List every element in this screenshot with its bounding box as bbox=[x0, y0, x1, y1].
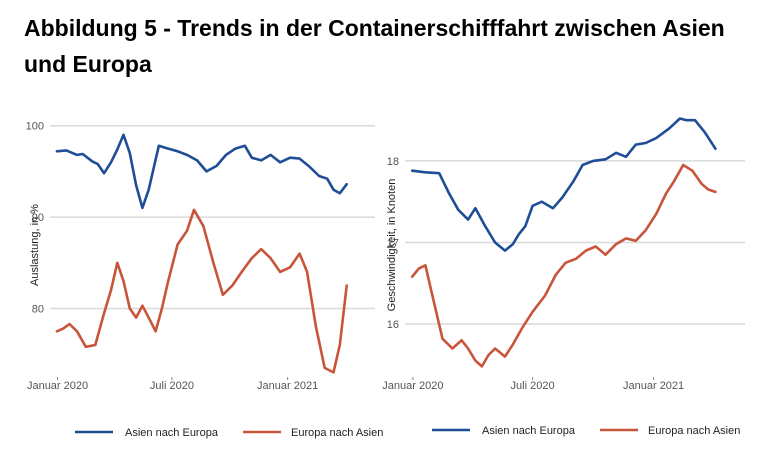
series-line-europa-nach-asien bbox=[55, 208, 348, 374]
series-line-europa-nach-asien bbox=[410, 163, 717, 368]
legend-label: Europa nach Asien bbox=[648, 425, 740, 437]
legend-label: Asien nach Europa bbox=[482, 425, 576, 437]
y-tick-label: 100 bbox=[26, 121, 44, 133]
legend-label: Europa nach Asien bbox=[291, 427, 383, 439]
x-tick-label: Juli 2020 bbox=[511, 380, 555, 392]
x-tick-label: Januar 2021 bbox=[257, 380, 318, 392]
x-tick-label: Januar 2021 bbox=[623, 380, 684, 392]
y-tick-label: 17 bbox=[387, 237, 399, 249]
legend-label: Asien nach Europa bbox=[125, 427, 219, 439]
x-tick-label: Januar 2020 bbox=[27, 380, 88, 392]
x-tick-label: Januar 2020 bbox=[382, 380, 443, 392]
y-axis-label: Auslastung, in % bbox=[29, 204, 41, 286]
y-tick-label: 18 bbox=[387, 156, 399, 168]
y-axis-label: Geschwindigkeit, in Knoten bbox=[386, 179, 398, 312]
y-tick-label: 80 bbox=[32, 303, 44, 315]
page-title: Abbildung 5 - Trends in der Containersch… bbox=[24, 15, 725, 77]
x-tick-label: Juli 2020 bbox=[150, 380, 194, 392]
series-line-asien-nach-europa bbox=[410, 117, 717, 252]
y-tick-label: 16 bbox=[387, 319, 399, 331]
chart-panel-auslastung: 80 90 100 Januar 2020 Juli 2020 Januar 2021 Au… bbox=[26, 121, 384, 439]
series-line-asien-nach-europa bbox=[55, 133, 348, 210]
chart-panel-geschwindigkeit: 16 17 18 Januar 2020 Juli 2020 Januar 2021 Ges… bbox=[382, 117, 745, 437]
y-tick-label: 90 bbox=[32, 212, 44, 224]
